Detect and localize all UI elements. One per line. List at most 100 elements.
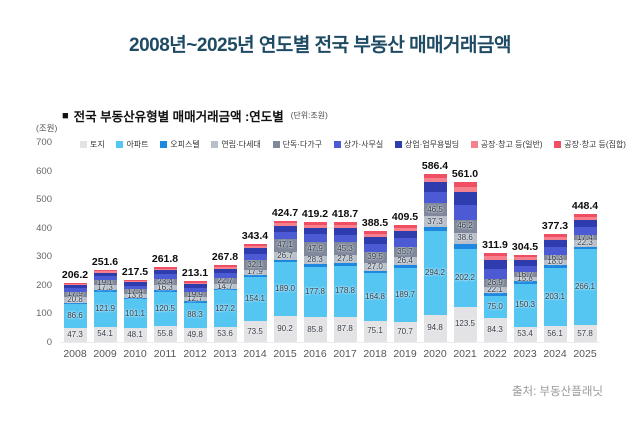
segment-value-label: 15.8 <box>517 274 533 284</box>
bar-segment <box>183 284 207 288</box>
legend-item-8: 공장·창고 등(집합) <box>554 139 626 150</box>
bar-segment <box>573 219 597 227</box>
bar-total-label: 418.7 <box>331 208 359 221</box>
legend-label: 단독·다가구 <box>282 140 323 149</box>
bar-segment <box>513 281 537 284</box>
bar-segment <box>513 272 537 277</box>
bar-segment <box>333 234 357 243</box>
bar-segment <box>153 270 177 275</box>
bar-segment <box>543 247 567 256</box>
bar-segment <box>183 281 207 283</box>
bar-segment <box>543 325 567 342</box>
segment-value-label: 86.6 <box>67 311 83 321</box>
bar-segment <box>423 174 447 179</box>
legend-item-5: 상가·사무실 <box>333 139 384 150</box>
legend-label: 상가·사무실 <box>343 140 384 149</box>
bar-total-label: 424.7 <box>271 206 299 219</box>
segment-value-label: 87.8 <box>337 324 353 334</box>
x-tick-label: 2018 <box>363 348 387 360</box>
segment-value-label: 22.1 <box>487 284 503 294</box>
segment-value-label: 19.9 <box>187 289 203 299</box>
bar-segment <box>93 272 117 277</box>
bar-segment <box>243 274 267 277</box>
bar-total-label: 213.1 <box>181 267 209 280</box>
legend-swatch-icon <box>333 141 341 148</box>
bar-segment <box>303 222 327 225</box>
legend-swatch-icon <box>470 141 478 148</box>
y-tick-label: 600 <box>36 165 52 177</box>
segment-value-label: 28.3 <box>307 254 323 264</box>
y-tick-label: 300 <box>36 251 52 263</box>
segment-value-label: 189.7 <box>394 289 416 299</box>
bar-segment <box>123 299 147 329</box>
bar-segment <box>333 227 357 235</box>
segment-value-label: 16.3 <box>157 282 173 292</box>
bar-segment <box>183 327 207 342</box>
segment-value-label: 37.3 <box>427 216 443 226</box>
bar-segment <box>213 273 237 278</box>
bar-segment <box>63 284 87 286</box>
bar-segment <box>303 317 327 342</box>
bar-segment <box>183 297 207 302</box>
legend-label: 연립·다세대 <box>221 140 261 149</box>
bar-total-label: 343.4 <box>241 229 269 242</box>
bar-segment <box>543 255 567 260</box>
legend-swatch-icon <box>211 141 219 148</box>
bar-segment <box>183 282 207 285</box>
segment-value-label: 94.8 <box>427 323 443 333</box>
x-tick-label: 2013 <box>213 348 237 360</box>
bar-segment <box>153 290 177 292</box>
chart-legend: 토지 아파트 오피스텔 연립·다세대 단독·다가구 상가·사무실 상업·업무용빌딩 공장·창고… <box>80 139 626 150</box>
segment-value-label: 55.8 <box>157 329 173 339</box>
bar-segment <box>423 216 447 227</box>
x-tick-label: 2017 <box>333 348 357 360</box>
bar-segment <box>393 257 417 265</box>
segment-value-label: 56.1 <box>547 328 563 338</box>
bar-segment <box>93 290 117 292</box>
bar-segment <box>123 281 147 283</box>
bar-segment <box>333 242 357 256</box>
bar-segment <box>573 235 597 241</box>
segment-value-label: 123.5 <box>454 319 476 329</box>
bar-segment <box>393 225 417 228</box>
bar-segment <box>483 268 507 279</box>
bar-segment <box>453 248 477 307</box>
bar-segment <box>273 231 297 239</box>
bar-segment <box>183 302 207 328</box>
bar-segment <box>123 289 147 295</box>
source-credit: 출처: 부동산플래닛 <box>511 386 603 398</box>
segment-value-label: 16.7 <box>517 269 533 279</box>
bar-segment <box>303 224 327 228</box>
bar-segment <box>63 283 87 285</box>
bar-segment <box>363 233 387 237</box>
segment-value-label: 14.7 <box>217 281 233 291</box>
legend-label: 상업·업무용빌딩 <box>404 140 460 149</box>
bar-segment <box>123 282 147 286</box>
y-tick-label: 500 <box>36 194 52 206</box>
legend-item-2: 오피스텔 <box>160 139 200 150</box>
segment-value-label: 46.5 <box>427 204 443 214</box>
segment-value-label: 17.4 <box>127 286 143 296</box>
legend-item-3: 연립·다세대 <box>211 139 261 150</box>
bar-segment <box>153 274 177 279</box>
bar-segment <box>63 303 87 329</box>
bar-segment <box>123 294 147 299</box>
segment-value-label: 48.1 <box>127 330 143 340</box>
segment-value-label: 294.2 <box>424 267 446 277</box>
bar-segment <box>573 246 597 250</box>
bar-total-label: 206.2 <box>61 269 89 282</box>
bar-segment <box>393 321 417 342</box>
bar-segment <box>453 181 477 187</box>
segment-value-label: 17.4 <box>577 232 593 242</box>
bar-segment <box>273 220 297 224</box>
x-tick-label: 2020 <box>423 348 447 360</box>
segment-value-label: 70.7 <box>397 326 413 336</box>
segment-value-label: 73.5 <box>247 326 263 336</box>
segment-value-label: 75.0 <box>487 302 503 312</box>
bar-segment <box>333 255 357 264</box>
bar-segment <box>243 260 267 270</box>
bar-segment <box>423 203 447 217</box>
segment-value-label: 54.1 <box>97 329 113 339</box>
bar-segment <box>333 265 357 317</box>
bar-segment <box>423 314 447 342</box>
